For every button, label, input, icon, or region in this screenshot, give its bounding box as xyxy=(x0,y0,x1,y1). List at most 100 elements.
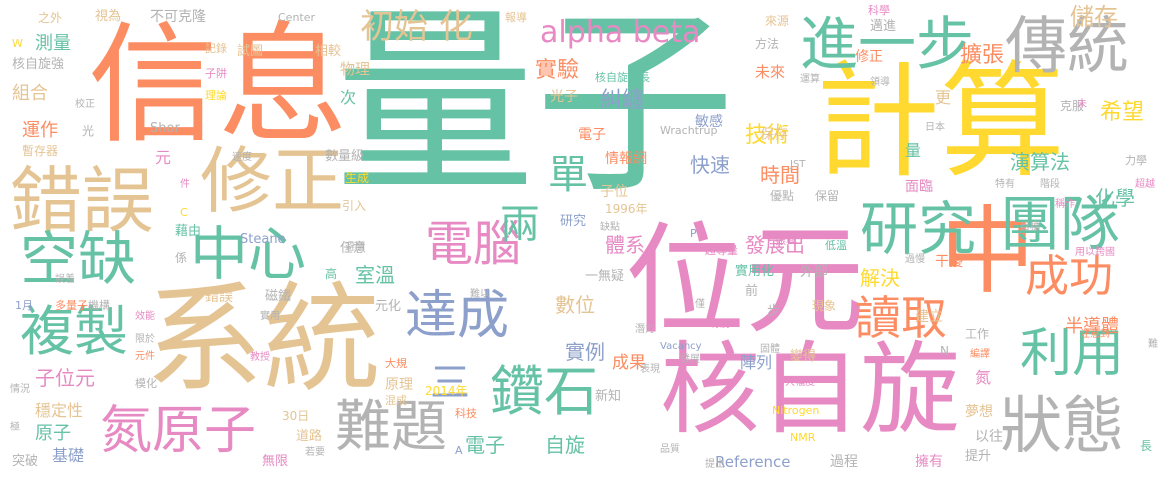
word-cloud-term: 氮原子 xyxy=(100,401,257,461)
word-cloud-term: 難題 xyxy=(335,395,447,460)
word-cloud-term: 中 xyxy=(940,197,1036,307)
word-cloud-term: 擁有 xyxy=(915,454,943,470)
word-cloud-term: 傳統 xyxy=(1005,9,1130,82)
word-cloud-term: 速度 xyxy=(232,152,252,163)
word-cloud-term: 團隊 xyxy=(1000,190,1120,260)
word-cloud-term: 力學 xyxy=(1125,154,1147,167)
word-cloud-term: 初始 化 xyxy=(360,7,473,47)
word-cloud-term: N xyxy=(940,344,949,358)
word-cloud-term: 視為 xyxy=(95,9,122,24)
word-cloud-term: 缺點 xyxy=(600,222,620,233)
word-cloud-term: 進一步 xyxy=(800,10,975,78)
word-cloud-term: 修正 xyxy=(855,49,883,65)
word-cloud-term: alpha beta xyxy=(540,15,701,50)
word-cloud-term: 儲存 xyxy=(1070,3,1118,31)
word-cloud-term: 半導體 xyxy=(1065,316,1119,337)
word-cloud-term: 來源 xyxy=(765,14,790,28)
word-cloud-term: 30日 xyxy=(282,409,310,423)
word-cloud-term: 元化 xyxy=(375,299,402,314)
word-cloud-term: 錯誤 xyxy=(205,289,233,305)
word-cloud-term: 核自旋強 xyxy=(12,57,65,72)
word-cloud-term: 相較 xyxy=(315,44,342,59)
word-cloud-term: 方法 xyxy=(755,37,780,51)
word-cloud-term: 基礎 xyxy=(52,446,85,465)
word-cloud-term: 體系 xyxy=(605,233,645,257)
word-cloud-term: 數位 xyxy=(555,293,595,317)
word-cloud-term: 研究 xyxy=(560,214,587,229)
word-cloud-term: 編譯 xyxy=(970,349,990,360)
word-cloud-term: 希望 xyxy=(1100,100,1145,125)
word-cloud-term: 暫存器 xyxy=(22,144,59,158)
word-cloud-term: 時間 xyxy=(760,163,800,187)
word-cloud-term: 穩定性 xyxy=(35,401,84,420)
word-cloud-term: 成功 xyxy=(1025,251,1113,302)
word-cloud-term: 電腦 xyxy=(425,216,522,272)
word-cloud-term: 之外 xyxy=(38,11,63,25)
word-cloud-term: 一無疑 xyxy=(585,269,625,284)
word-cloud-term: 組合 xyxy=(12,83,48,104)
word-cloud-term: 氮 xyxy=(975,368,992,387)
word-cloud-term: 避開 xyxy=(345,242,365,253)
word-cloud-term: 道路 xyxy=(296,429,323,444)
word-cloud-term: 限於 xyxy=(135,334,155,345)
word-cloud-term: 利用 xyxy=(1020,324,1125,384)
word-cloud-term: 測量 xyxy=(35,33,71,54)
word-cloud-term: 狀態 xyxy=(1000,389,1125,462)
word-cloud-term: 潛力 xyxy=(635,324,655,335)
word-cloud-term: 前 xyxy=(745,284,759,299)
word-cloud-term: 鑽石 xyxy=(490,360,598,423)
word-cloud-term: 變得 xyxy=(790,349,817,364)
word-cloud-term: 無限 xyxy=(262,454,289,469)
word-cloud-term: 中心 xyxy=(190,220,307,288)
word-cloud-term: 邁進 xyxy=(870,19,897,34)
word-cloud-term: 自旋 xyxy=(545,433,585,457)
word-cloud-term: 三 xyxy=(430,360,470,406)
word-cloud-term: 化學 xyxy=(1095,186,1135,210)
word-cloud-term: 單 xyxy=(548,152,588,198)
word-cloud-term: 子阱 xyxy=(205,67,227,80)
word-cloud-term: 實驗 xyxy=(535,58,580,83)
word-cloud-term: 原理 xyxy=(385,377,413,393)
word-cloud-term: 子位 xyxy=(600,184,628,200)
word-cloud-term: 光子 xyxy=(550,89,578,105)
word-cloud-term: Reference xyxy=(715,453,791,471)
word-cloud-term: 糾纏 xyxy=(600,88,645,113)
word-cloud-term: 若要 xyxy=(305,447,325,458)
word-cloud-term: 目標 xyxy=(1020,222,1040,233)
word-cloud-term: 次 xyxy=(340,88,357,107)
word-cloud-term: 建立 xyxy=(915,309,943,325)
word-cloud-term: 表現 xyxy=(640,364,660,375)
word-cloud-term: 低溫 xyxy=(825,239,847,252)
word-cloud-term: 研究 xyxy=(860,195,977,263)
word-cloud-term: 過程 xyxy=(830,454,858,470)
word-cloud-term: 有別 xyxy=(710,319,730,330)
word-cloud-term: 面臨 xyxy=(905,179,933,195)
word-cloud-term: 新知 xyxy=(595,389,622,404)
word-cloud-term: 演算法 xyxy=(1010,150,1070,174)
word-cloud-term: W xyxy=(12,37,23,50)
word-cloud-term: 量子 xyxy=(335,0,736,221)
word-cloud-term: 達成 xyxy=(405,286,510,346)
word-cloud-term: 突破 xyxy=(12,454,39,469)
word-cloud-term: 解決 xyxy=(860,266,900,290)
word-cloud-term: 電子 xyxy=(465,433,505,457)
word-cloud-term: 核自旋 xyxy=(660,331,960,448)
word-cloud-term: 運作 xyxy=(22,120,58,141)
word-cloud-term: 信息 xyxy=(88,9,349,161)
word-cloud-term: 稱作 xyxy=(1055,199,1075,210)
word-cloud-term: 特有 xyxy=(995,179,1015,190)
word-cloud-term: Nitrogen xyxy=(772,404,820,417)
word-cloud-term: 引入 xyxy=(342,199,367,213)
word-cloud-term: JST xyxy=(790,159,806,170)
word-cloud-term: Shor xyxy=(150,121,180,136)
word-cloud-term: 提升 xyxy=(965,449,992,464)
word-cloud-term: 敏感 xyxy=(695,114,723,130)
word-cloud-term: 未 xyxy=(1077,99,1087,110)
word-cloud-term: 用以跨國 xyxy=(1075,247,1115,258)
word-cloud-term: 難以 xyxy=(470,289,490,300)
word-cloud-term: 情況 xyxy=(10,384,30,395)
word-cloud-term: 難 xyxy=(1148,339,1158,350)
word-cloud-term: 位元 xyxy=(625,212,865,351)
word-cloud-term: 僅 xyxy=(695,299,705,310)
word-cloud-term: 電子 xyxy=(578,127,606,143)
